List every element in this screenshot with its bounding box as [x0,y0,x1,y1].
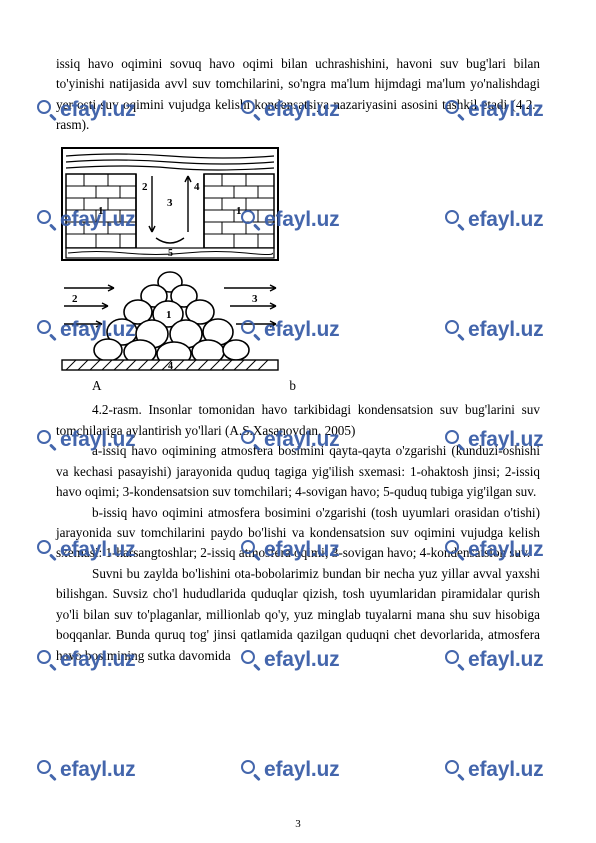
magnifier-icon [240,759,262,781]
svg-text:4: 4 [194,181,200,193]
svg-text:4: 4 [168,361,173,372]
svg-text:1: 1 [236,205,242,217]
watermark: efayl.uz [444,754,543,787]
svg-text:3: 3 [167,197,173,209]
watermark-text: efayl.uz [60,754,135,787]
figure-panel-a: 1 1 2 4 3 5 [56,142,540,266]
svg-text:5: 5 [168,248,173,259]
svg-text:2: 2 [72,293,78,305]
magnifier-icon [444,759,466,781]
figure-panel-b: 2 3 [56,266,540,372]
paragraph-a-desc: a-issiq havo oqimining atmosfera bosimin… [56,441,540,502]
magnifier-icon [36,539,58,561]
svg-text:1: 1 [166,309,172,321]
page-number: 3 [0,816,596,833]
magnifier-icon [36,759,58,781]
figure-label-a: A [92,376,102,396]
svg-text:1: 1 [98,205,104,217]
watermark-text: efayl.uz [264,754,339,787]
magnifier-icon [36,649,58,671]
svg-text:2: 2 [142,181,148,193]
figure-4-2: 1 1 2 4 3 5 2 3 [56,142,540,396]
figure-label-b: b [289,376,296,396]
svg-text:3: 3 [252,293,258,305]
magnifier-icon [36,99,58,121]
paragraph-b-desc: b-issiq havo oqimini atmosfera bosimini … [56,503,540,564]
watermark: efayl.uz [36,754,135,787]
magnifier-icon [36,429,58,451]
magnifier-icon [36,209,58,231]
magnifier-icon [36,319,58,341]
figure-labels-row: A b [92,376,320,396]
paragraph-intro: issiq havo oqimini sovuq havo oqimi bila… [56,54,540,136]
watermark: efayl.uz [240,754,339,787]
watermark-text: efayl.uz [468,754,543,787]
paragraph-body: Suvni bu zaylda bo'lishini ota-bobolarim… [56,564,540,666]
paragraph-caption: 4.2-rasm. Insonlar tomonidan havo tarkib… [56,400,540,441]
